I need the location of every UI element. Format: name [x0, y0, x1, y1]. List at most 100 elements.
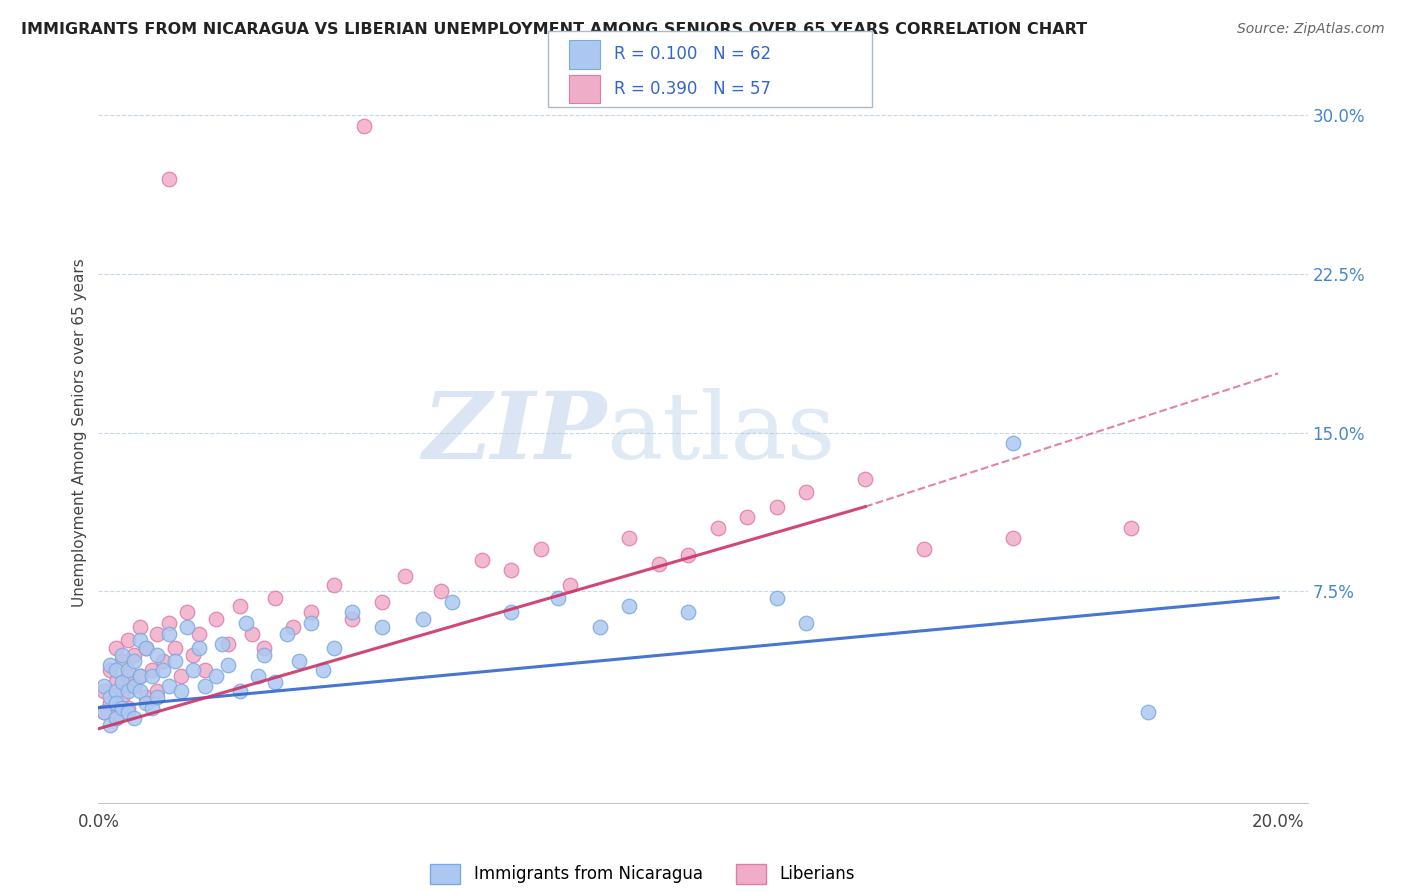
- Point: [1137, 705, 1160, 719]
- Point: [141, 663, 163, 677]
- Y-axis label: Unemployment Among Seniors over 65 years: Unemployment Among Seniors over 65 years: [72, 259, 87, 607]
- Point: [128, 620, 150, 634]
- Point: [105, 641, 128, 656]
- Point: [135, 690, 157, 704]
- Point: [165, 641, 187, 656]
- Point: [547, 591, 569, 605]
- Point: [128, 669, 150, 683]
- Point: [240, 626, 263, 640]
- Point: [205, 669, 228, 683]
- Point: [93, 705, 115, 719]
- Point: [146, 683, 169, 698]
- Point: [187, 641, 209, 656]
- Point: [152, 663, 174, 677]
- Point: [501, 606, 523, 620]
- Point: [299, 615, 322, 630]
- Point: [98, 717, 121, 731]
- Point: [370, 620, 392, 634]
- Point: [93, 683, 115, 698]
- Point: [128, 669, 150, 683]
- Point: [1001, 436, 1024, 450]
- Point: [152, 654, 174, 668]
- Point: [176, 620, 198, 634]
- Point: [105, 663, 128, 677]
- Point: [299, 606, 322, 620]
- Point: [1119, 521, 1142, 535]
- Point: [340, 612, 363, 626]
- Point: [170, 683, 193, 698]
- Point: [111, 675, 134, 690]
- Point: [111, 654, 134, 668]
- Point: [246, 669, 269, 683]
- Text: R = 0.390   N = 57: R = 0.390 N = 57: [614, 80, 772, 98]
- Point: [323, 641, 346, 656]
- Point: [141, 669, 163, 683]
- Point: [217, 637, 239, 651]
- Point: [122, 711, 145, 725]
- Text: IMMIGRANTS FROM NICARAGUA VS LIBERIAN UNEMPLOYMENT AMONG SENIORS OVER 65 YEARS C: IMMIGRANTS FROM NICARAGUA VS LIBERIAN UN…: [21, 22, 1087, 37]
- Point: [211, 637, 233, 651]
- Point: [176, 606, 198, 620]
- Point: [165, 654, 187, 668]
- Point: [205, 612, 228, 626]
- Point: [181, 648, 204, 662]
- Text: atlas: atlas: [606, 388, 835, 477]
- Point: [187, 626, 209, 640]
- Point: [146, 648, 169, 662]
- Point: [765, 591, 787, 605]
- Point: [264, 591, 287, 605]
- Point: [281, 620, 304, 634]
- Point: [135, 641, 157, 656]
- Point: [853, 472, 876, 486]
- Point: [105, 697, 128, 711]
- Point: [170, 669, 193, 683]
- Point: [276, 626, 298, 640]
- Point: [217, 658, 239, 673]
- Point: [394, 569, 416, 583]
- Point: [794, 615, 817, 630]
- Point: [117, 700, 139, 714]
- Point: [501, 563, 523, 577]
- Point: [560, 578, 582, 592]
- Point: [353, 119, 375, 133]
- Point: [412, 612, 434, 626]
- Point: [117, 663, 139, 677]
- Point: [122, 648, 145, 662]
- Point: [323, 578, 346, 592]
- Point: [441, 595, 464, 609]
- Point: [98, 690, 121, 704]
- Point: [765, 500, 787, 514]
- Point: [157, 171, 180, 186]
- Text: R = 0.100   N = 62: R = 0.100 N = 62: [614, 45, 772, 63]
- Point: [735, 510, 758, 524]
- Point: [128, 683, 150, 698]
- Point: [648, 557, 671, 571]
- Point: [141, 700, 163, 714]
- Point: [678, 549, 700, 563]
- Point: [370, 595, 392, 609]
- Point: [111, 648, 134, 662]
- Point: [157, 680, 180, 694]
- Point: [235, 615, 257, 630]
- Legend: Immigrants from Nicaragua, Liberians: Immigrants from Nicaragua, Liberians: [423, 857, 862, 891]
- Point: [122, 680, 145, 694]
- Point: [111, 700, 134, 714]
- Point: [229, 599, 252, 613]
- Point: [194, 680, 217, 694]
- Point: [252, 641, 274, 656]
- Text: Source: ZipAtlas.com: Source: ZipAtlas.com: [1237, 22, 1385, 37]
- Point: [706, 521, 728, 535]
- Point: [117, 683, 139, 698]
- Point: [1001, 532, 1024, 546]
- Point: [105, 711, 128, 725]
- Point: [98, 697, 121, 711]
- Point: [117, 705, 139, 719]
- Point: [93, 680, 115, 694]
- Point: [530, 541, 553, 556]
- Point: [252, 648, 274, 662]
- Point: [471, 552, 494, 566]
- Point: [181, 663, 204, 677]
- Point: [429, 584, 451, 599]
- Point: [122, 680, 145, 694]
- Point: [117, 669, 139, 683]
